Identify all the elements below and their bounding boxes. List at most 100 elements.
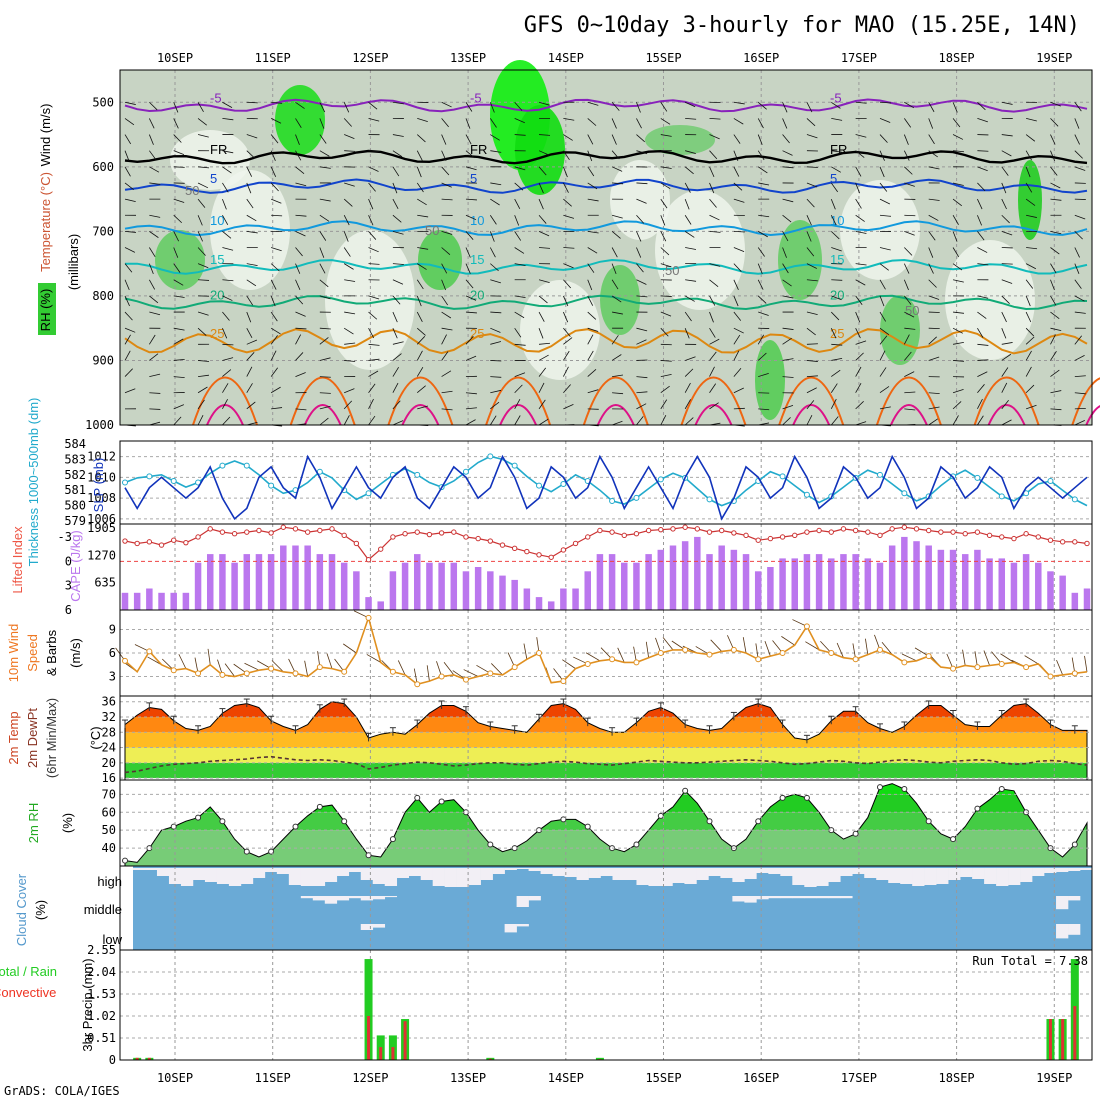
cloud-high-cell <box>648 868 661 886</box>
wind-speed-line-point <box>998 660 1005 667</box>
wind-barb <box>1084 655 1088 672</box>
wind-barb <box>514 118 525 124</box>
lifted-point <box>536 552 542 558</box>
wind-barb <box>149 392 161 394</box>
wind-barb <box>977 311 987 319</box>
wind-barb <box>538 328 544 339</box>
cape-bar <box>828 558 835 610</box>
slp-line <box>124 454 1088 521</box>
wind-barb <box>563 327 571 337</box>
wind-barb <box>636 182 648 185</box>
wind-barb <box>685 150 696 154</box>
lifted-point <box>1084 540 1090 547</box>
wind-speed-line-point <box>876 646 883 653</box>
rh-point <box>852 830 859 837</box>
wind-barb <box>636 403 647 410</box>
wind-barb <box>611 134 617 145</box>
rh-point <box>901 785 908 792</box>
cape-bar <box>1010 562 1018 610</box>
wind-barb <box>343 231 349 242</box>
date-tick-bottom: 14SEP <box>548 1071 584 1085</box>
lifted-point <box>1059 539 1066 545</box>
wind-barb <box>962 649 966 666</box>
wind-barb <box>124 368 133 377</box>
cloud-middle-cell <box>1068 896 1081 901</box>
wind-barb <box>830 383 838 393</box>
date-tick-top: 12SEP <box>352 51 388 65</box>
wind-barb <box>342 643 357 654</box>
lifted-point <box>645 527 652 534</box>
wind-barb <box>246 352 255 361</box>
wind-barb <box>514 247 525 254</box>
wind-barb <box>563 279 572 289</box>
wind-barb <box>416 279 424 290</box>
wind-barb <box>222 343 234 346</box>
cloud-high-cell <box>984 868 997 884</box>
wind-barb <box>879 311 886 322</box>
cloud-high-cell <box>972 868 985 879</box>
wind-barb <box>733 198 745 203</box>
wind-barb <box>173 263 181 273</box>
lifted-point <box>183 539 189 546</box>
lifted-point <box>585 534 591 540</box>
wind-speed-line-point <box>682 646 689 653</box>
thickness-tick: 579 <box>64 514 86 528</box>
wind-barb <box>660 247 670 256</box>
wind-barb <box>709 118 721 120</box>
wind-barb <box>782 166 794 169</box>
wind-barb <box>490 311 502 314</box>
cloud-high-label: high <box>97 874 122 889</box>
lifted-point <box>146 539 153 545</box>
wind-barb <box>831 295 842 301</box>
wind-barb <box>490 327 501 333</box>
isotherm-loop <box>680 376 747 426</box>
cloud-high-cell <box>816 868 829 886</box>
wind-barb <box>709 311 714 323</box>
precip-convective-bar <box>147 1057 151 1060</box>
cape-bar <box>206 554 214 610</box>
credit-label: GrADS: COLA/IGES <box>4 1084 120 1098</box>
cloud-high-cell <box>1068 868 1081 871</box>
wind-barb <box>733 118 744 125</box>
wind-barb <box>295 118 302 128</box>
panel-frame <box>119 949 1093 1061</box>
wind-barb <box>928 406 940 410</box>
cape-bar <box>170 592 177 610</box>
cape-bar <box>523 588 531 610</box>
cloud-high-cell <box>912 868 925 886</box>
wind-tick: 3 <box>109 669 116 683</box>
wind-barb <box>1050 118 1059 127</box>
wind-barb <box>952 231 958 242</box>
isotherm-label: -5 <box>470 91 482 106</box>
precip-convective-bar <box>488 1058 492 1060</box>
wind-barb <box>904 408 916 411</box>
cape-bar <box>487 571 494 610</box>
wind-barb <box>465 355 477 361</box>
slp-tick: 1012 <box>87 450 116 464</box>
wind-barb <box>782 358 794 361</box>
wind-barb <box>1050 279 1055 291</box>
wind-barb <box>831 118 843 121</box>
cloud-middle-cell <box>768 896 781 899</box>
wind-barb <box>758 408 770 411</box>
wind-barb <box>1025 150 1032 161</box>
cloud-high-cell <box>168 868 182 884</box>
cloud-high-cell <box>133 868 146 870</box>
wind-barb <box>879 118 891 123</box>
wind-barb <box>271 660 284 673</box>
lifted-point <box>792 532 798 539</box>
wind-barb <box>222 416 231 426</box>
wind-barb <box>611 214 623 219</box>
pressure-tick: 1000 <box>85 418 114 432</box>
wind-barb <box>270 335 278 345</box>
wind-barb <box>465 263 471 274</box>
wind-barb <box>417 247 429 250</box>
isotherm-loop <box>1071 377 1100 426</box>
wind-barb <box>733 182 743 191</box>
wind-barb <box>1074 231 1083 240</box>
wind-barb <box>709 263 721 267</box>
wind-barb <box>904 371 915 377</box>
wind-barb <box>587 134 594 145</box>
wind-barb <box>865 638 869 655</box>
wind-barb <box>709 383 717 393</box>
